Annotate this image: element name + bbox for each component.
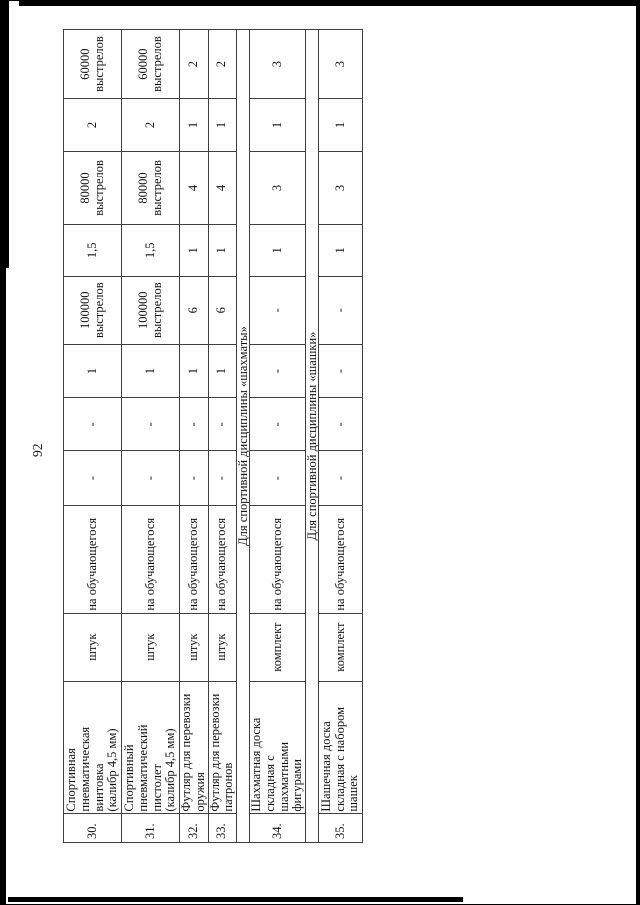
row-number-cell: 33. [208,813,237,843]
value-cell: 4 [179,151,208,225]
calc-norm-cell: на обучающегося [179,505,208,614]
value-cell: 1 [249,98,306,152]
value-cell: 2 [179,29,208,99]
rotated-content: 92 30. Спортивная пневматическая винтовка… [30,29,363,843]
row-number-cell: 34. [249,813,306,843]
scan-artifact-left-bar-top [0,0,9,268]
item-name-cell: Шахматная доска складная с шахматными фи… [249,681,306,814]
item-name-cell: Футляр для перевозки патронов [208,681,237,814]
value-cell: 1 [121,344,180,398]
value-cell: 100000 выстрелов [121,276,180,345]
value-cell: 6 [179,276,208,345]
unit-cell: комплект [249,613,306,682]
value-cell: 1 [249,224,306,277]
value-cell: - [179,450,208,506]
value-cell: - [208,450,237,506]
section-header-label: Для спортивной дисциплины «шашки» [305,29,319,843]
value-cell: 6 [208,276,237,345]
table-row: 34. Шахматная доска складная с шахматными… [249,29,306,843]
value-cell: - [208,398,237,451]
value-cell: - [179,398,208,451]
value-cell: 1 [318,98,363,152]
unit-cell: штук [179,613,208,682]
item-name-cell: Шашечная доска складная с набором шашек [318,681,363,814]
value-cell: 3 [249,29,306,99]
value-cell: - [63,398,122,451]
item-name-cell: Спортивная пневматическая винтовка (кали… [63,681,122,814]
value-cell: - [318,398,363,451]
page-number: 92 [30,443,45,458]
row-number-cell: 31. [121,813,180,843]
scan-artifact-left-bar [0,0,6,905]
scan-artifact-top-line [19,0,640,6]
unit-cell: штук [63,613,122,682]
equipment-table: 30. Спортивная пневматическая винтовка (к… [63,29,363,843]
value-cell: 1 [208,344,237,398]
table-row: 35. Шашечная доска складная с набором шаш… [318,29,363,843]
value-cell: 3 [318,29,363,99]
value-cell: - [249,398,306,451]
table-row: 31. Спортивный пневматический пистолет (к… [121,29,180,843]
value-cell: 60000 выстрелов [63,29,122,99]
item-name-cell: Футляр для перевозки оружия [179,681,208,814]
value-cell: 1 [63,344,122,398]
value-cell: - [318,276,363,345]
item-name-cell: Спортивный пневматический пистолет (кали… [121,681,180,814]
value-cell: 1 [318,224,363,277]
table-body: 30. Спортивная пневматическая винтовка (к… [63,29,363,843]
value-cell: 80000 выстрелов [63,151,122,225]
value-cell: - [249,450,306,506]
table-row: 30. Спортивная пневматическая винтовка (к… [63,29,122,843]
unit-cell: комплект [318,613,363,682]
value-cell: 2 [63,98,122,152]
row-number-cell: 30. [63,813,122,843]
value-cell: 2 [121,98,180,152]
value-cell: - [318,344,363,398]
row-number-cell: 35. [318,813,363,843]
value-cell: 100000 выстрелов [63,276,122,345]
value-cell: - [121,398,180,451]
value-cell: 1,5 [121,224,180,277]
value-cell: 1 [208,98,237,152]
value-cell: 1 [179,344,208,398]
table-row: 33. Футляр для перевозки патронов штук на о… [208,29,237,843]
unit-cell: штук [121,613,180,682]
calc-norm-cell: на обучающегося [318,505,363,614]
value-cell: 1 [208,224,237,277]
row-number-cell: 32. [179,813,208,843]
value-cell: 80000 выстрелов [121,151,180,225]
calc-norm-cell: на обучающегося [121,505,180,614]
scan-artifact-bottom-line [8,897,463,902]
value-cell: 2 [208,29,237,99]
unit-cell: штук [208,613,237,682]
value-cell: 1,5 [63,224,122,277]
value-cell: - [249,344,306,398]
section-row: Для спортивной дисциплины «шахматы» [236,29,250,843]
value-cell: - [121,450,180,506]
calc-norm-cell: на обучающегося [208,505,237,614]
table-row: 32. Футляр для перевозки оружия штук на обу… [179,29,208,843]
value-cell: 4 [208,151,237,225]
value-cell: 1 [179,98,208,152]
value-cell: - [63,450,122,506]
section-header-label: Для спортивной дисциплины «шахматы» [236,29,250,843]
value-cell: - [249,276,306,345]
value-cell: 3 [318,151,363,225]
value-cell: 60000 выстрелов [121,29,180,99]
scan-artifact-right-line [636,0,640,905]
section-row: Для спортивной дисциплины «шашки» [305,29,319,843]
value-cell: 1 [179,224,208,277]
value-cell: 3 [249,151,306,225]
calc-norm-cell: на обучающегося [63,505,122,614]
value-cell: - [318,450,363,506]
calc-norm-cell: на обучающегося [249,505,306,614]
